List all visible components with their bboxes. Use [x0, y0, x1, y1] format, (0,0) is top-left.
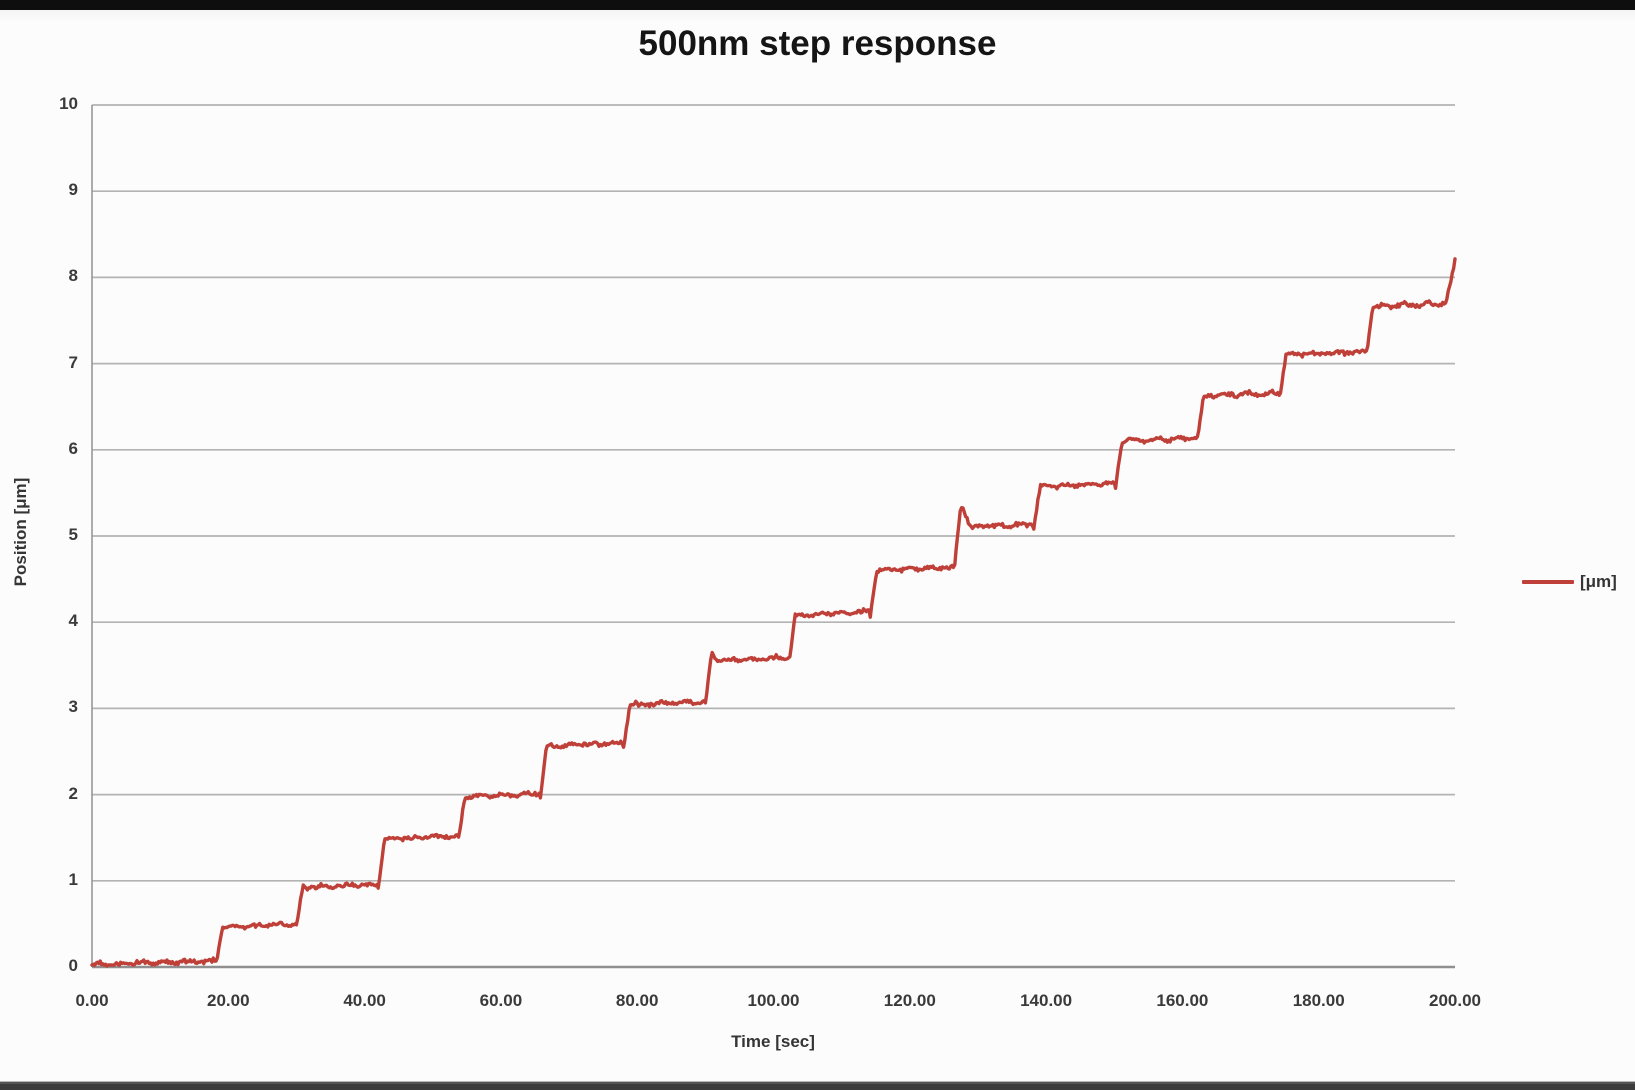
- y-tick-label: 3: [68, 697, 78, 717]
- x-tick-label: 0.00: [75, 991, 109, 1010]
- x-tick-label: 40.00: [343, 991, 386, 1010]
- y-tick-label: 0: [68, 956, 78, 975]
- y-tick-label: 7: [68, 352, 78, 372]
- top-black-bar: [0, 0, 1635, 10]
- chart-title: 500nm step response: [638, 24, 997, 63]
- y-tick-label: 9: [68, 180, 78, 200]
- x-tick-label: 120.00: [883, 991, 936, 1010]
- legend-label: [μm]: [1580, 572, 1617, 591]
- y-tick-label: 8: [68, 266, 78, 286]
- x-tick-label: 100.00: [747, 991, 800, 1010]
- x-tick-label: 80.00: [615, 991, 659, 1010]
- y-tick-label: 5: [68, 525, 78, 544]
- y-tick-label: 10: [59, 94, 78, 113]
- y-tick-label: 4: [68, 611, 78, 631]
- legend: [μm]: [1522, 572, 1617, 592]
- x-tick-label: 200.00: [1429, 991, 1481, 1010]
- y-tick-label: 6: [68, 438, 78, 458]
- x-tick-label: 160.00: [1156, 991, 1209, 1010]
- x-tick-label: 60.00: [479, 991, 523, 1010]
- y-axis-title: Position [μm]: [11, 477, 30, 587]
- top-bar-sheen: [0, 10, 1635, 24]
- legend-line-swatch: [1522, 580, 1574, 584]
- y-tick-label: 1: [68, 869, 78, 889]
- x-axis-title: Time [sec]: [731, 1032, 815, 1051]
- bottom-black-bar: [0, 1081, 1635, 1090]
- x-tick-label: 180.00: [1292, 991, 1345, 1010]
- x-tick-label: 140.00: [1020, 991, 1073, 1010]
- y-tick-label: 2: [68, 783, 78, 803]
- x-tick-label: 20.00: [207, 991, 250, 1010]
